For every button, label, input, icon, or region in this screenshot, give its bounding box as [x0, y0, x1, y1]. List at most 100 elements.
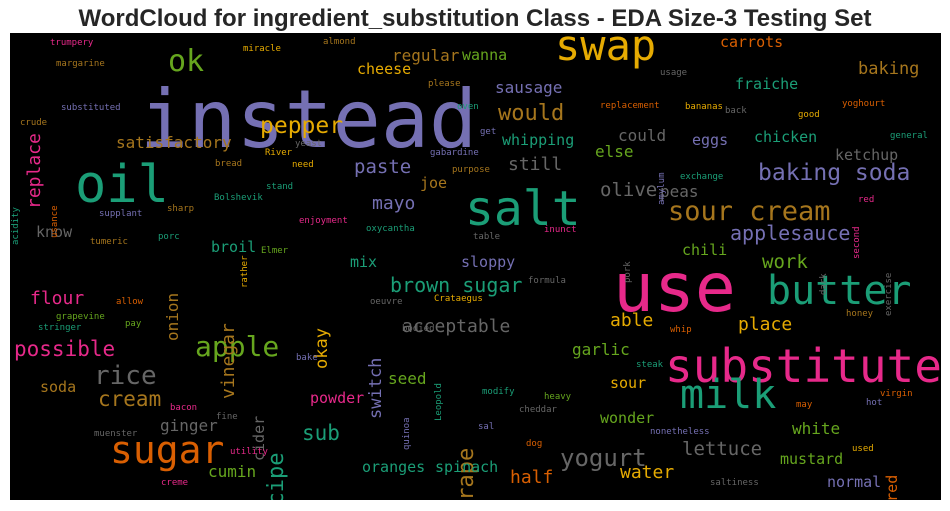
word-good: good — [798, 110, 820, 120]
word-porc: porc — [158, 232, 180, 242]
word-need: need — [292, 160, 314, 170]
word-honey: honey — [846, 309, 874, 319]
word-regular: regular — [392, 46, 460, 65]
word-baking: baking — [858, 59, 920, 79]
word-yeast: yeast — [295, 139, 323, 149]
word-place: place — [738, 314, 793, 335]
word-stand: stand — [266, 182, 294, 192]
word-fine: fine — [216, 412, 238, 422]
word-white: white — [792, 419, 841, 438]
word-elmer: Elmer — [261, 246, 289, 256]
word-substituted: substituted — [61, 103, 121, 113]
word-sugar: sugar — [110, 428, 225, 472]
word-substitute: substitute — [665, 339, 941, 393]
word-saltiness: saltiness — [710, 478, 759, 488]
word-pepper: pepper — [260, 113, 344, 139]
word-use: use — [613, 249, 736, 328]
word-powdered: powdered — [883, 475, 901, 500]
word-wanna: wanna — [462, 46, 508, 64]
word-dog: dog — [526, 439, 543, 449]
word-exercise: exercise — [884, 272, 894, 317]
word-whipping: whipping — [502, 131, 575, 149]
word-used: used — [852, 444, 874, 454]
word-know: know — [36, 223, 73, 241]
word-general: general — [890, 131, 928, 141]
word-inunct: inunct — [544, 225, 577, 235]
word-back: back — [725, 106, 747, 116]
word-oeuvre: oeuvre — [370, 297, 403, 307]
word-table: table — [473, 232, 501, 242]
word-still: still — [508, 154, 563, 175]
word-hot: hot — [866, 398, 883, 408]
word-switch: switch — [366, 357, 386, 420]
word-dark: dark — [819, 272, 829, 295]
word-oil: oil — [75, 155, 169, 215]
word-applesauce: applesauce — [730, 221, 851, 245]
word-swap: swap — [555, 33, 657, 70]
word-exchange: exchange — [680, 172, 724, 182]
word-nonetheless: nonetheless — [650, 427, 710, 437]
word-lettuce: lettuce — [682, 438, 763, 460]
word-second: second — [852, 226, 862, 260]
word-fraiche: fraiche — [735, 75, 799, 93]
word-crataegus: Crataegus — [434, 294, 483, 304]
word-milk: milk — [680, 372, 777, 418]
word-apple: apple — [195, 330, 280, 363]
word-creme: creme — [161, 478, 189, 488]
word-sour-cream: sour cream — [668, 196, 831, 227]
word-eggs: eggs — [692, 131, 729, 149]
word-enjoyment: enjoyment — [299, 216, 348, 226]
word-wonder: wonder — [600, 409, 655, 427]
word-pork: pork — [623, 260, 633, 283]
word-rather: rather — [240, 255, 250, 289]
word-grapevine: grapevine — [56, 312, 105, 322]
word-work: work — [762, 251, 808, 273]
word-bananas: bananas — [685, 102, 723, 112]
word-able: able — [610, 310, 654, 331]
word-acceptable: acceptable — [402, 316, 511, 337]
word-instead: instead — [140, 73, 478, 166]
word-half: half — [510, 467, 554, 488]
word-cheddar: cheddar — [519, 405, 557, 415]
word-chicken: chicken — [754, 128, 818, 146]
word-replacement: replacement — [600, 101, 660, 111]
word-formula: formula — [528, 276, 566, 286]
word-broil: broil — [211, 238, 257, 256]
word-miracle: miracle — [243, 44, 281, 54]
word-cheese: cheese — [357, 60, 412, 78]
word-stringer: stringer — [38, 323, 82, 333]
word-onion: onion — [163, 292, 182, 341]
word-joe: joe — [420, 174, 448, 192]
word-pay: pay — [125, 319, 142, 329]
word-else: else — [595, 142, 634, 161]
word-purpose: purpose — [452, 165, 490, 175]
word-oxycantha: oxycantha — [366, 224, 415, 234]
word-cumin: cumin — [208, 462, 257, 481]
word-whip: whip — [670, 325, 692, 335]
word-steak: steak — [636, 360, 664, 370]
word-bolshevik: Bolshevik — [214, 193, 263, 203]
word-river: River — [265, 148, 293, 158]
word-could: could — [618, 126, 667, 145]
word-flour: flour — [30, 288, 85, 309]
word-yogurt: yogurt — [560, 444, 647, 472]
word-peas: peas — [660, 182, 699, 201]
word-leopold: Leopold — [434, 382, 444, 421]
word-satisfactory: satisfactory — [116, 133, 232, 152]
word-replace: replace — [24, 132, 45, 209]
word-yoghourt: yoghourt — [842, 99, 886, 109]
word-possible: possible — [14, 337, 116, 361]
word-soda: soda — [40, 378, 77, 396]
word-butter: butter — [767, 268, 912, 314]
word-olive: olive — [600, 179, 658, 201]
word-mix: mix — [350, 253, 378, 271]
word-carrots: carrots — [720, 33, 784, 51]
word-please: please — [428, 79, 461, 89]
word-utility: utility — [230, 447, 268, 457]
word-heavy: heavy — [544, 392, 572, 402]
word-cloud-canvas: instead use substitute swap oil salt butter mil… — [10, 33, 941, 500]
word-spinach: spinach — [435, 458, 499, 476]
word-normal: normal — [827, 473, 882, 491]
word-recipe: recipe — [264, 452, 289, 500]
word-mayo: mayo — [372, 193, 416, 214]
